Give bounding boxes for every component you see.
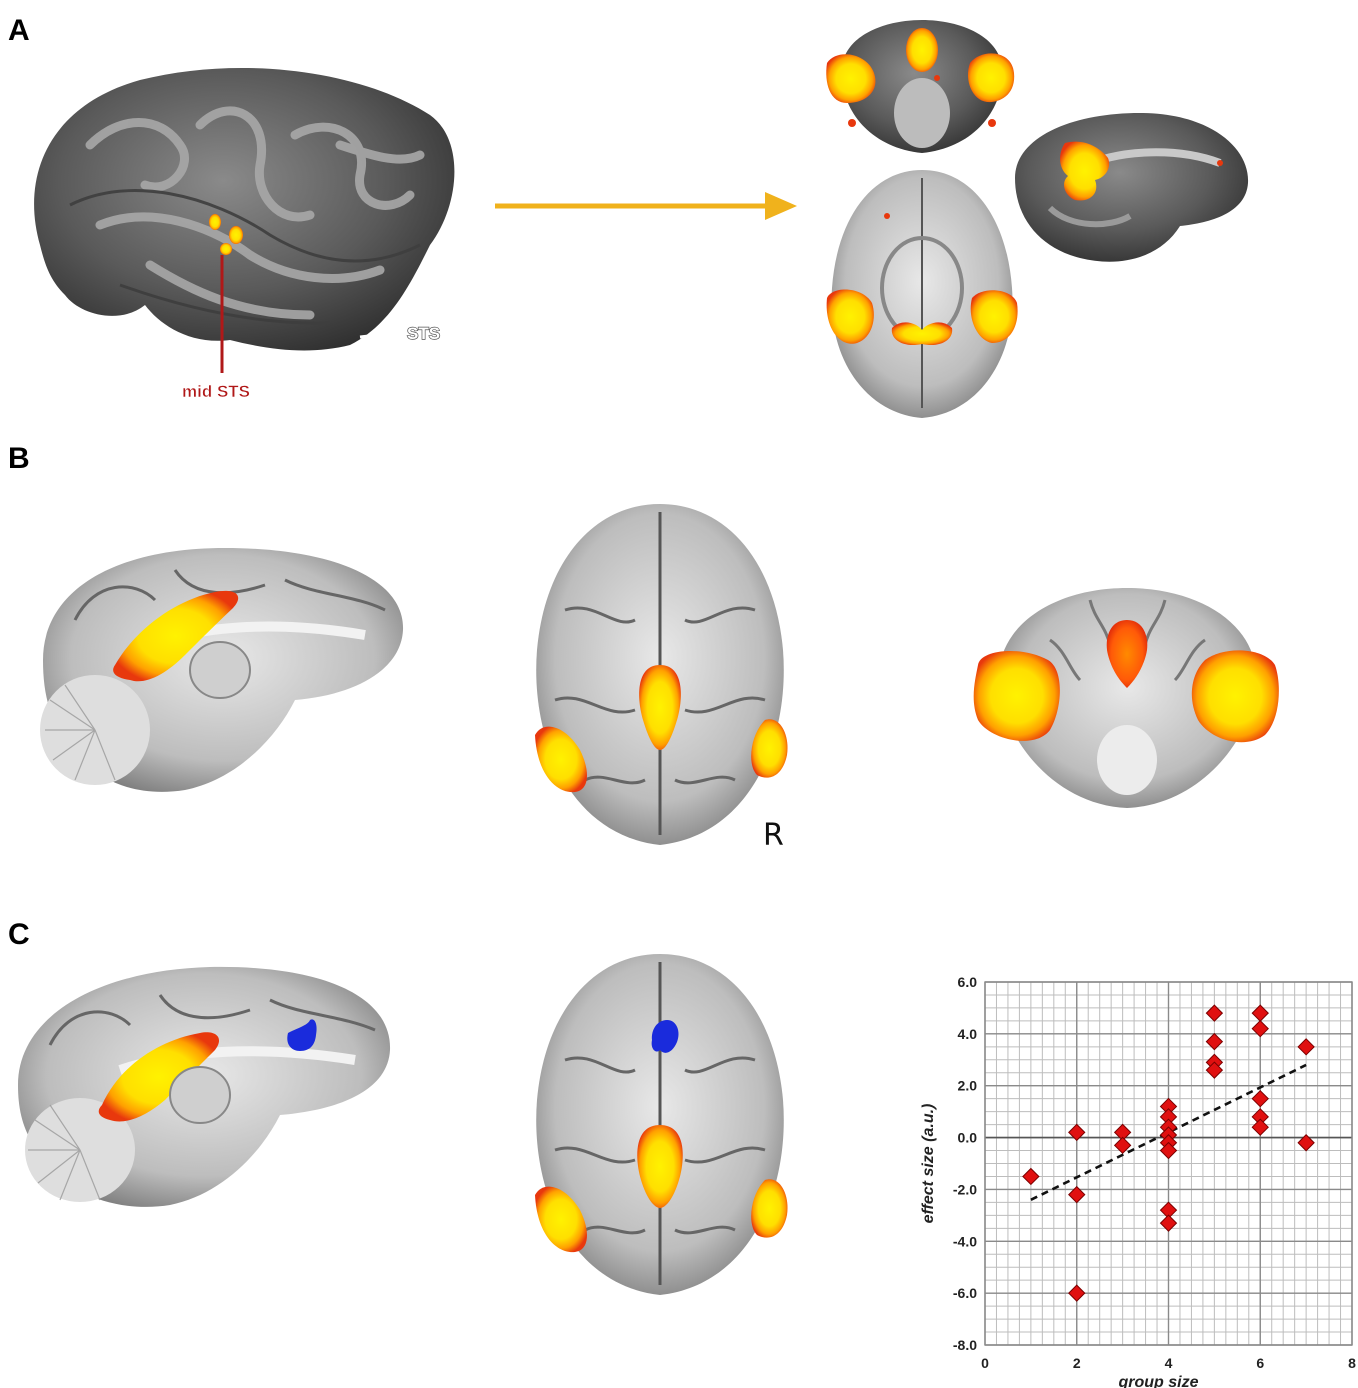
y-tick-label: -8.0 (953, 1337, 977, 1353)
chart-y-axis-title: effect size (a.u.) (920, 1104, 937, 1224)
mid-sts-label: mid STS (182, 382, 250, 401)
scatter-point (1159, 1141, 1178, 1160)
scatter-point (1205, 1032, 1224, 1051)
x-tick-label: 0 (981, 1355, 989, 1371)
scatter-point (1251, 1118, 1269, 1136)
scatter-point (1251, 1089, 1269, 1108)
panel-a-sagittal-slice (1015, 113, 1249, 262)
scatter-point (1022, 1167, 1040, 1186)
y-tick-label: -6.0 (953, 1285, 977, 1301)
panel-a-lateral-brain: mid STS STS (34, 67, 455, 401)
scatter-point (1251, 1019, 1269, 1038)
scatter-point (1068, 1185, 1086, 1204)
panel-b-sagittal-brain (40, 548, 404, 792)
panel-label-b: B (8, 442, 30, 475)
chart-trendline (1030, 1063, 1307, 1201)
panel-b-axial-brain (535, 504, 788, 845)
panel-a-coronal-slice (826, 20, 1015, 153)
trendline (1030, 1063, 1307, 1201)
scatter-point (1068, 1284, 1086, 1302)
scatter-point (1297, 1038, 1315, 1056)
panel-c-sagittal-brain (18, 966, 391, 1207)
y-tick-label: 6.0 (958, 974, 978, 990)
scatter-point (1205, 1004, 1224, 1022)
orientation-right-label: R (763, 818, 784, 853)
y-tick-label: 0.0 (958, 1130, 978, 1146)
panel-b-coronal-brain (973, 588, 1279, 808)
y-tick-label: 2.0 (958, 1078, 978, 1094)
chart-x-axis-title: group size (1117, 1374, 1198, 1388)
panel-c-axial-brain (535, 954, 788, 1295)
panel-a-arrow (495, 192, 797, 220)
panel-label-a: A (8, 14, 30, 47)
scatter-point (1205, 1061, 1224, 1079)
sts-pointer-line (359, 330, 406, 339)
panel-c-scatter-chart: 6.0 4.0 2.0 0.0 -2.0 -4.0 -6.0 -8.00 2 4 6 8 group … (920, 974, 1356, 1388)
scatter-point (1159, 1214, 1178, 1232)
x-tick-label: 6 (1256, 1355, 1264, 1371)
scatter-point (1068, 1123, 1086, 1142)
scatter-point (1113, 1136, 1132, 1155)
panel-label-c: C (8, 918, 30, 951)
sts-label: STS (407, 324, 440, 343)
y-tick-label: -2.0 (953, 1181, 977, 1197)
chart-points (1022, 1004, 1315, 1302)
plot-frame (984, 981, 1353, 1346)
x-tick-label: 4 (1165, 1355, 1173, 1371)
x-tick-label: 8 (1348, 1355, 1356, 1371)
x-tick-label: 2 (1073, 1355, 1081, 1371)
chart-tick-labels: 6.0 4.0 2.0 0.0 -2.0 -4.0 -6.0 -8.00 2 4 6 8 (953, 974, 1356, 1371)
scatter-point (1297, 1134, 1315, 1152)
y-tick-label: -4.0 (953, 1233, 977, 1249)
panel-a-axial-slice (826, 170, 1018, 418)
y-tick-label: 4.0 (958, 1026, 978, 1042)
